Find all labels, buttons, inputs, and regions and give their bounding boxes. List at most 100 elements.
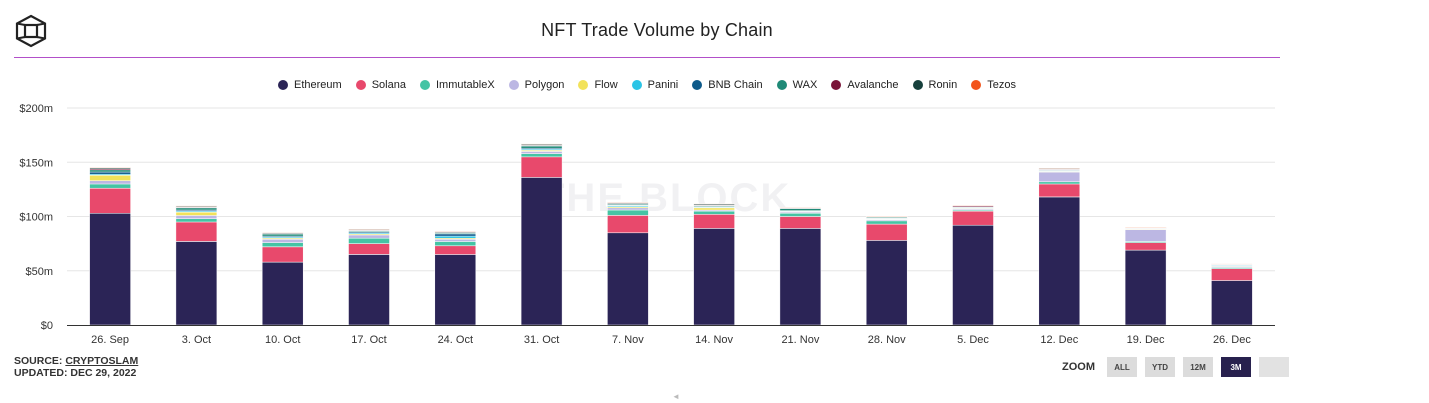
bar-segment-immutablex[interactable] [348, 237, 390, 244]
bar-segment-immutablex[interactable] [520, 153, 563, 158]
bar-segment-tezos[interactable] [520, 143, 563, 145]
bar-segment-solana[interactable] [693, 214, 735, 229]
bar-segment-solana[interactable] [1038, 183, 1081, 198]
bar-segment-ethereum[interactable] [952, 224, 994, 326]
bar-segment-immutablex[interactable] [607, 209, 649, 216]
bar-segment-polygon[interactable] [1038, 171, 1081, 183]
bar-segment-immutablex[interactable] [1038, 181, 1081, 185]
bar-segment-solana[interactable] [348, 243, 390, 255]
bar-segment-immutablex[interactable] [779, 212, 822, 217]
bar-segment-immutablex[interactable] [865, 220, 908, 225]
bar-segment-tezos[interactable] [175, 205, 218, 207]
bar-segment-tezos[interactable] [952, 204, 994, 206]
bar-segment-ethereum[interactable] [175, 241, 218, 326]
bar-segment-polygon[interactable] [261, 239, 304, 243]
bar-segment-ethereum[interactable] [1038, 196, 1081, 326]
bar-segment-polygon[interactable] [89, 180, 131, 185]
bar-segment-tezos[interactable] [865, 215, 908, 217]
bar-segment-polygon[interactable] [175, 215, 218, 219]
legend-item-tezos[interactable]: Tezos [971, 79, 1016, 91]
legend-item-panini[interactable]: Panini [631, 79, 678, 91]
legend-item-avalanche[interactable]: Avalanche [831, 79, 899, 91]
bar-segment-immutablex[interactable] [175, 218, 218, 223]
zoom-button-extra[interactable] [1259, 357, 1289, 377]
x-tick-label: 17. Oct [351, 334, 386, 346]
legend-label: BNB Chain [708, 79, 763, 91]
legend-item-ronin[interactable]: Ronin [912, 79, 957, 91]
zoom-label: ZOOM [1062, 361, 1095, 373]
zoom-button-3m[interactable]: 3M [1221, 357, 1251, 377]
bar-segment-ethereum[interactable] [89, 212, 131, 326]
bar-segment-tezos[interactable] [607, 201, 649, 203]
legend-item-polygon[interactable]: Polygon [508, 79, 564, 91]
legend-item-wax[interactable]: WAX [776, 79, 817, 91]
bar-segment-ethereum[interactable] [1211, 280, 1253, 326]
zoom-button-ytd[interactable]: YTD [1145, 357, 1175, 377]
bar-segment-ethereum[interactable] [607, 232, 649, 326]
bar-segment-ethereum[interactable] [693, 228, 735, 326]
bar-segment-polygon[interactable] [434, 239, 477, 242]
bar-segment-tezos[interactable] [1038, 167, 1081, 169]
bar-segment-tezos[interactable] [434, 230, 477, 232]
bar-segment-flow[interactable] [89, 175, 131, 181]
scroll-left-icon[interactable]: ◄ [672, 392, 680, 401]
bar-segment-bnb-chain[interactable] [434, 233, 477, 237]
bar-segment-polygon[interactable] [520, 151, 563, 154]
bar-segment-polygon[interactable] [1124, 229, 1167, 242]
bar-segment-solana[interactable] [1124, 242, 1167, 251]
legend-item-solana[interactable]: Solana [355, 79, 406, 91]
bar-segment-ethereum[interactable] [1124, 249, 1167, 326]
bar-segment-ethereum[interactable] [348, 254, 390, 326]
bar-segment-tezos[interactable] [89, 166, 131, 168]
bar-segment-solana[interactable] [89, 188, 131, 214]
legend-item-immutablex[interactable]: ImmutableX [419, 79, 495, 91]
bar-segment-flow[interactable] [175, 211, 218, 216]
bar-segment-tezos[interactable] [1124, 226, 1167, 228]
bar-segment-tezos[interactable] [1211, 263, 1253, 265]
bar-segment-ethereum[interactable] [261, 261, 304, 326]
bar-segment-tezos[interactable] [779, 207, 822, 209]
chart-title: NFT Trade Volume by Chain [541, 20, 773, 40]
bar-segment-tezos[interactable] [261, 231, 304, 234]
y-tick-label: $0 [41, 320, 53, 332]
bar-segment-immutablex[interactable] [89, 183, 131, 189]
legend-item-flow[interactable]: Flow [578, 79, 618, 91]
bar-segment-polygon[interactable] [607, 207, 649, 211]
bar-segment-immutablex[interactable] [1124, 241, 1167, 243]
source-link[interactable]: CRYPTOSLAM [65, 355, 139, 367]
bar-segment-solana[interactable] [607, 215, 649, 234]
bar-segment-ethereum[interactable] [779, 228, 822, 326]
bar-segment-ethereum[interactable] [520, 177, 563, 326]
zoom-button-12m[interactable]: 12M [1183, 357, 1213, 377]
zoom-button-all[interactable]: ALL [1107, 357, 1137, 377]
bar-segment-bnb-chain[interactable] [89, 171, 131, 175]
legend-label: Flow [594, 79, 618, 91]
bar-segment-solana[interactable] [520, 156, 563, 178]
the-block-cube-logo[interactable] [14, 14, 48, 48]
bar-segment-immutablex[interactable] [261, 242, 304, 248]
x-tick-label: 12. Dec [1040, 334, 1078, 346]
legend-marker-icon [355, 80, 366, 90]
legend-item-ethereum[interactable]: Ethereum [278, 79, 342, 91]
bar-segment-solana[interactable] [952, 210, 994, 226]
bar-segment-ethereum[interactable] [865, 240, 908, 326]
x-tick-label: 19. Dec [1127, 334, 1165, 346]
bar-segment-tezos[interactable] [348, 228, 390, 230]
bar-segment-tezos[interactable] [693, 203, 735, 205]
legend-label: Tezos [987, 79, 1016, 91]
bar-segment-polygon[interactable] [348, 234, 390, 239]
bar-segment-immutablex[interactable] [434, 241, 477, 247]
bar-segment-solana[interactable] [261, 246, 304, 263]
bar-segment-ethereum[interactable] [434, 254, 477, 326]
bar-segment-solana[interactable] [175, 221, 218, 242]
legend-item-bnb-chain[interactable]: BNB Chain [692, 79, 763, 91]
bar-segment-solana[interactable] [1211, 268, 1253, 281]
bar-segment-solana[interactable] [865, 223, 908, 241]
legend-label: Avalanche [847, 79, 899, 91]
legend-marker-icon [419, 80, 430, 90]
bar-segment-wax[interactable] [520, 145, 563, 149]
bar-segment-solana[interactable] [779, 216, 822, 229]
bar-segment-solana[interactable] [434, 245, 477, 255]
chart-panel: NFT Trade Volume by Chain Ethereum Solana… [14, 14, 1289, 401]
bar-segment-immutablex[interactable] [693, 210, 735, 215]
